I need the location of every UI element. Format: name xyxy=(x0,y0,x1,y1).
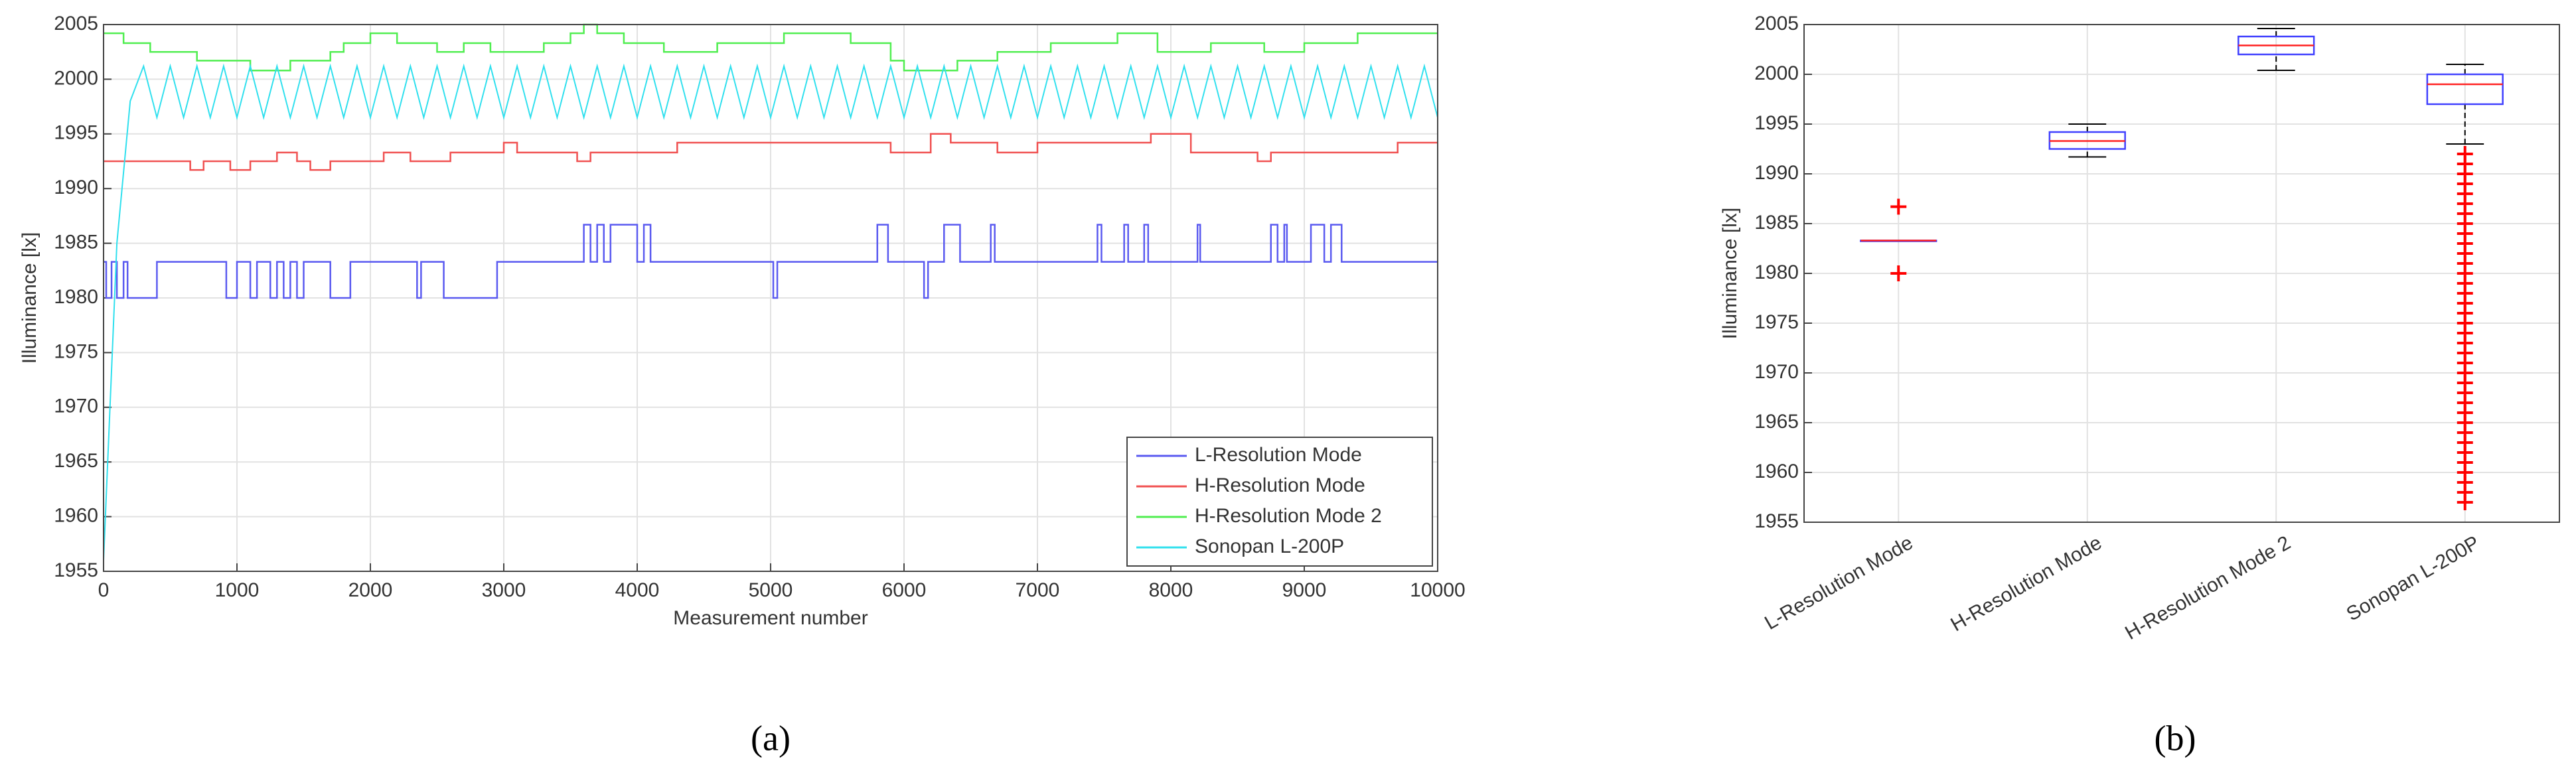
y-tick-label: 1960 xyxy=(54,505,98,527)
x-tick-label: 4000 xyxy=(615,579,660,601)
legend-label: H-Resolution Mode 2 xyxy=(1195,505,1382,527)
series-line xyxy=(104,133,1438,171)
outlier xyxy=(1890,198,1907,215)
x-tick-label: L-Resolution Mode xyxy=(1761,531,1917,634)
x-tick-label: 8000 xyxy=(1149,579,1193,601)
x-tick-label: 3000 xyxy=(482,579,526,601)
x-tick-label: 1000 xyxy=(215,579,260,601)
y-tick-label: 1965 xyxy=(1754,411,1799,433)
y-tick-label: 1970 xyxy=(1754,361,1799,383)
legend-label: H-Resolution Mode xyxy=(1195,474,1365,496)
x-tick-label: 0 xyxy=(98,579,110,601)
y-tick-label: 1975 xyxy=(54,340,98,362)
x-axis-label: Measurement number xyxy=(673,607,868,629)
y-tick-label: 2005 xyxy=(1754,13,1799,35)
y-tick-label: 1985 xyxy=(1754,212,1799,234)
y-tick-label: 1990 xyxy=(54,177,98,198)
panel-label: (a) xyxy=(751,718,791,758)
y-axis-label: Illuminance [lx] xyxy=(1719,208,1741,339)
y-tick-label: 1985 xyxy=(54,232,98,253)
x-tick-label: 10000 xyxy=(1410,579,1465,601)
y-tick-label: 1995 xyxy=(1754,112,1799,134)
legend-label: Sonopan L-200P xyxy=(1195,535,1344,557)
y-tick-label: 1975 xyxy=(1754,311,1799,333)
y-tick-label: 1980 xyxy=(54,286,98,308)
plot-frame xyxy=(1803,24,2560,523)
y-tick-label: 2000 xyxy=(1754,62,1799,84)
y-tick-label: 1965 xyxy=(54,450,98,472)
legend-label: L-Resolution Mode xyxy=(1195,444,1362,466)
x-tick-label: H-Resolution Mode xyxy=(1947,531,2105,636)
x-tick-label: 7000 xyxy=(1016,579,1060,601)
y-tick-label: 1955 xyxy=(1754,510,1799,532)
series-line xyxy=(104,224,1438,299)
box xyxy=(2426,73,2504,106)
x-tick-label: Sonopan L-200P xyxy=(2343,531,2484,625)
series-line xyxy=(103,63,1438,561)
x-tick-label: 2000 xyxy=(348,579,393,601)
legend-box xyxy=(1126,437,1433,567)
x-tick-label: H-Resolution Mode 2 xyxy=(2121,531,2295,644)
y-tick-label: 1960 xyxy=(1754,460,1799,482)
series-line xyxy=(104,23,1438,72)
x-tick-label: 9000 xyxy=(1282,579,1327,601)
x-tick-label: 5000 xyxy=(749,579,793,601)
y-tick-label: 2005 xyxy=(54,13,98,35)
y-tick-label: 1955 xyxy=(54,559,98,581)
outlier xyxy=(1890,265,1907,281)
y-tick-label: 2000 xyxy=(54,67,98,89)
x-tick-label: 6000 xyxy=(882,579,927,601)
panel-label: (b) xyxy=(2155,718,2196,758)
y-axis-label: Illuminance [lx] xyxy=(19,232,40,364)
y-tick-label: 1970 xyxy=(54,395,98,417)
legend: L-Resolution Mode H-Resolution Mode H-Reso… xyxy=(1126,437,1433,567)
y-tick-label: 1995 xyxy=(54,122,98,144)
y-tick-label: 1990 xyxy=(1754,162,1799,184)
outlier xyxy=(2457,146,2473,162)
y-tick-label: 1980 xyxy=(1754,261,1799,283)
plot-frame xyxy=(103,24,1438,572)
